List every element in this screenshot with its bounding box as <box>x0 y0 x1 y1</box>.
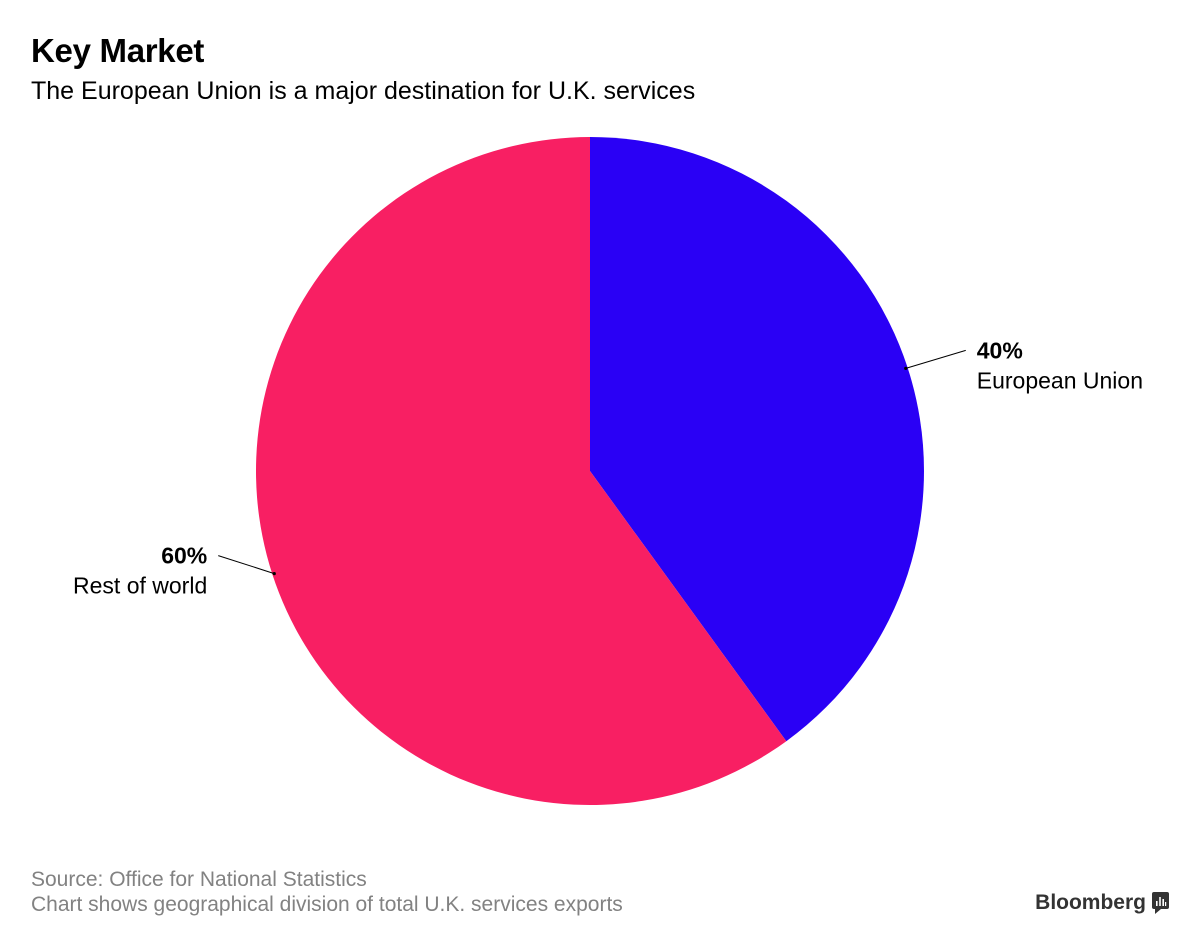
leader-dot-european-union <box>904 366 908 371</box>
chart-footer: Source: Office for National Statistics C… <box>31 867 623 917</box>
pie-slice-european-union <box>590 137 924 742</box>
brand-logo: Bloomberg <box>1035 891 1169 915</box>
chart-subtitle: The European Union is a major destinatio… <box>31 77 696 105</box>
pie-slice-rest-of-world <box>255 137 787 805</box>
chart-title: Key Market <box>31 32 205 69</box>
data-label-rest-of-world-name: Rest of world <box>73 573 207 599</box>
chart-note: Chart shows geographical division of tot… <box>31 893 623 916</box>
source-note: Source: Office for National Statistics <box>31 868 367 891</box>
data-label-rest-of-world-value: 60% <box>161 543 207 569</box>
bloomberg-chart-icon <box>1152 892 1169 914</box>
leader-line-rest-of-world <box>218 555 275 575</box>
data-label-european-union-name: European Union <box>977 367 1143 393</box>
leader-line-european-union <box>905 349 966 369</box>
brand-name: Bloomberg <box>1035 891 1146 914</box>
leader-dot-rest-of-world <box>272 571 276 576</box>
data-label-european-union-value: 40% <box>977 337 1023 363</box>
